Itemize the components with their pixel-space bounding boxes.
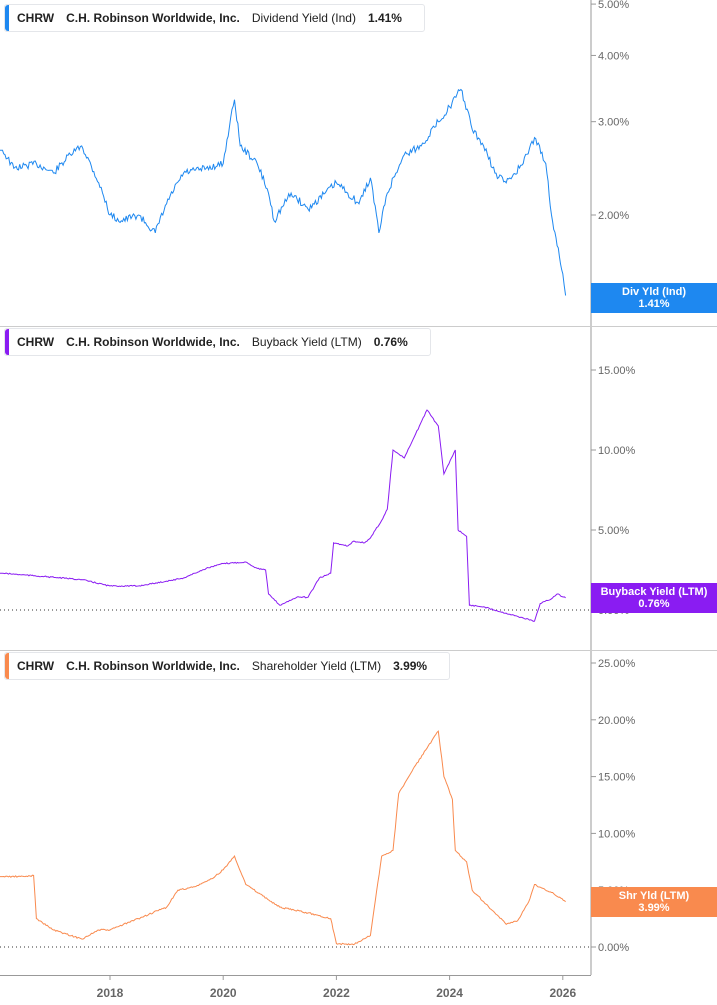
- x-tick-label: 2024: [436, 986, 463, 1000]
- y-tick-label: 5.00%: [598, 525, 629, 537]
- y-tick-label: 20.00%: [598, 715, 636, 727]
- y-tick-label: 0.00%: [598, 942, 629, 954]
- legend-company: C.H. Robinson Worldwide, Inc.: [66, 11, 240, 25]
- legend-company: C.H. Robinson Worldwide, Inc.: [66, 659, 240, 673]
- series-line-0: [0, 88, 567, 296]
- x-tick-label: 2020: [210, 986, 237, 1000]
- badge-value: 1.41%: [638, 298, 670, 310]
- badge-value: 0.76%: [638, 598, 670, 610]
- badge-title: Buyback Yield (LTM): [600, 586, 708, 598]
- y-tick-label: 15.00%: [598, 365, 636, 377]
- legend-ticker: CHRW: [17, 11, 55, 25]
- legend-value: 0.76%: [373, 335, 408, 349]
- y-tick-label: 10.00%: [598, 828, 636, 840]
- legend-dividend-yield: CHRW C.H. Robinson Worldwide, Inc. Divid…: [4, 4, 425, 32]
- y-tick-label: 5.00%: [598, 0, 629, 11]
- series-color-bar: [5, 653, 9, 679]
- legend-value: 1.41%: [367, 11, 402, 25]
- legend-metric: Shareholder Yield (LTM): [251, 659, 382, 673]
- badge-title: Shr Yld (LTM): [618, 890, 690, 902]
- y-tick-label: 2.00%: [598, 210, 629, 222]
- legend-buyback-yield: CHRW C.H. Robinson Worldwide, Inc. Buyba…: [4, 328, 431, 356]
- x-tick-label: 2026: [549, 986, 576, 1000]
- value-badge-buyback: Buyback Yield (LTM) 0.76%: [591, 583, 717, 613]
- y-tick-label: 25.00%: [598, 658, 636, 670]
- value-badge-dividend: Div Yld (Ind) 1.41%: [591, 283, 717, 313]
- y-tick-label: 4.00%: [598, 50, 629, 62]
- legend-metric: Buyback Yield (LTM): [251, 335, 362, 349]
- value-badge-shareholder: Shr Yld (LTM) 3.99%: [591, 887, 717, 917]
- legend-company: C.H. Robinson Worldwide, Inc.: [66, 335, 240, 349]
- x-tick-label: 2018: [97, 986, 124, 1000]
- series-line-2: [0, 730, 566, 946]
- series-color-bar: [5, 329, 9, 355]
- badge-value: 3.99%: [638, 902, 670, 914]
- legend-value: 3.99%: [393, 659, 428, 673]
- legend-shareholder-yield: CHRW C.H. Robinson Worldwide, Inc. Share…: [4, 652, 451, 680]
- series-color-bar: [5, 5, 9, 31]
- legend-ticker: CHRW: [17, 335, 55, 349]
- x-tick-label: 2022: [323, 986, 350, 1000]
- legend-metric: Dividend Yield (Ind): [251, 11, 356, 25]
- series-line-1: [0, 409, 566, 622]
- y-tick-label: 3.00%: [598, 117, 629, 129]
- y-tick-label: 10.00%: [598, 445, 636, 457]
- badge-title: Div Yld (Ind): [622, 286, 686, 298]
- y-tick-label: 15.00%: [598, 772, 636, 784]
- legend-ticker: CHRW: [17, 659, 55, 673]
